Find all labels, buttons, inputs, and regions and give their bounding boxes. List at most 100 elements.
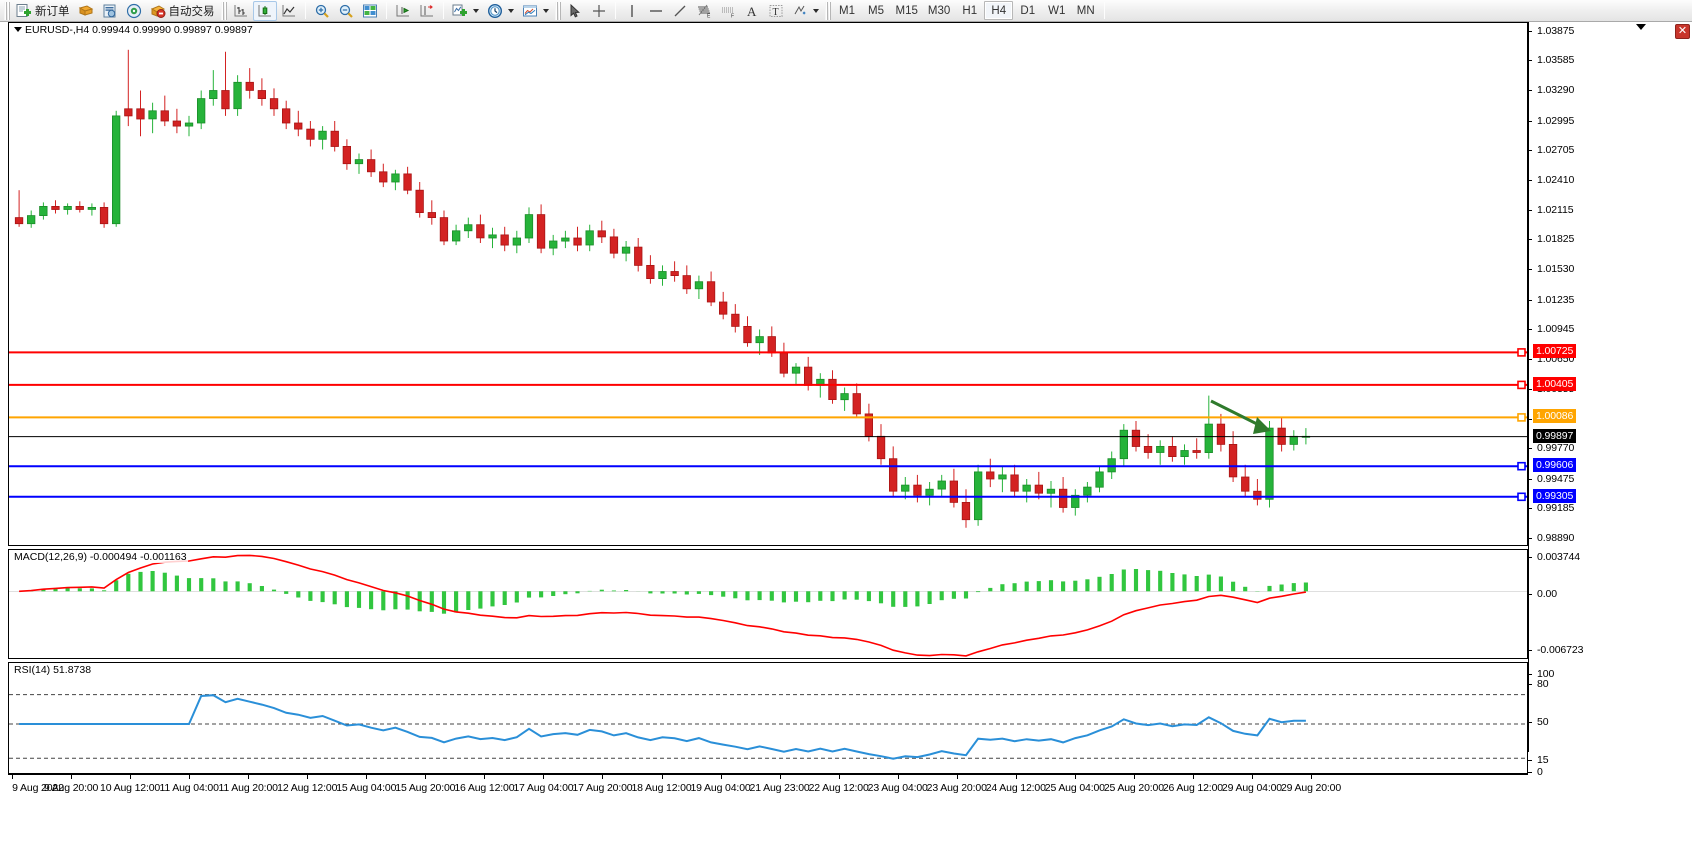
price-tick-label: 1.01235 (1537, 293, 1575, 306)
text-icon: T (769, 4, 782, 18)
drawing-tools-grip[interactable] (554, 1, 561, 20)
price-pane[interactable]: EURUSD-,H4 0.99944 0.99990 0.99897 0.998… (8, 22, 1528, 546)
zoom-in-button[interactable] (310, 1, 334, 21)
rsi-tick-label-100: 100 (1537, 668, 1555, 680)
timeframe-group: M1 M5 M15 M30 H1 H4 D1 W1 MN (833, 1, 1101, 20)
equidistant-channel-button[interactable]: F (716, 1, 740, 21)
price-tick-mark (1528, 179, 1532, 181)
price-level-tag-current-price[interactable]: 0.99897 (1533, 428, 1577, 443)
tf-m15[interactable]: M15 (895, 4, 918, 17)
price-level-tag-support-1[interactable]: 0.99606 (1533, 458, 1577, 473)
price-tick-label: 1.03875 (1537, 25, 1575, 37)
cursor-button[interactable] (563, 1, 587, 21)
tf-d1[interactable]: D1 (1020, 4, 1036, 17)
rsi-tick-label-100-mark (1528, 674, 1532, 675)
fibonacci-icon: E (697, 4, 711, 19)
equidistant-channel-icon: F (721, 7, 734, 19)
chart-shift-icon (420, 4, 433, 16)
time-tick-mark (661, 775, 663, 779)
text-button[interactable]: T (764, 1, 788, 21)
new-order-button[interactable]: 新订单 (12, 1, 74, 21)
rsi-tick-label-15-mark (1528, 760, 1532, 761)
auto-scroll-button[interactable] (391, 1, 415, 21)
horizontal-line-button[interactable] (644, 1, 668, 21)
drawings-chevron-down-icon[interactable] (812, 8, 819, 13)
line-chart-button[interactable] (277, 1, 301, 21)
close-chart-button[interactable]: ✕ (1675, 24, 1690, 39)
time-tick-label: 17 Aug 20:00 (572, 782, 633, 794)
indicators-button[interactable] (448, 1, 483, 21)
price-level-tag-support-2[interactable]: 0.99305 (1533, 488, 1577, 503)
drawings-button[interactable] (788, 1, 823, 21)
time-tick-mark (1251, 775, 1253, 779)
macd-pane[interactable]: MACD(12,26,9) -0.000494 -0.001163 (8, 549, 1528, 659)
zoom-out-button[interactable] (334, 1, 358, 21)
templates-button[interactable] (518, 1, 553, 21)
time-tick-mark (366, 775, 368, 779)
chart-symbol-label: EURUSD-,H4 0.99944 0.99990 0.99897 0.998… (13, 24, 254, 36)
price-tick-mark (1528, 478, 1532, 480)
toolbar-grip[interactable] (4, 1, 10, 20)
fibonacci-button[interactable]: E (692, 1, 716, 21)
tf-w1[interactable]: W1 (1048, 4, 1066, 17)
time-tick-label: 11 Aug 20:00 (218, 782, 278, 794)
indicators-chevron-down-icon[interactable] (472, 8, 479, 13)
crosshair-button[interactable] (587, 1, 611, 21)
time-tick-label: 11 Aug 04:00 (159, 782, 219, 794)
time-tick-mark (12, 775, 13, 779)
time-tick-label: 25 Aug 20:00 (1103, 782, 1164, 794)
auto-scroll-icon (396, 4, 409, 16)
svg-text:A: A (747, 4, 757, 19)
time-axis[interactable]: 9 Aug 2022 9 Aug 20:00 10 Aug 12:00 11 Aug … (8, 774, 1528, 804)
bar-chart-button[interactable] (229, 1, 253, 21)
grid-button[interactable] (358, 1, 382, 21)
timeframe-grip[interactable] (824, 1, 831, 20)
time-tick-label: 29 Aug 20:00 (1280, 782, 1342, 794)
time-tick-mark (779, 775, 781, 779)
price-tick-label: 1.03290 (1537, 84, 1575, 97)
chart-shift-button[interactable] (415, 1, 439, 21)
time-tick-mark (543, 775, 545, 779)
history-button[interactable] (74, 1, 98, 21)
tf-h1[interactable]: H1 (962, 4, 978, 17)
trendline-button[interactable] (668, 1, 692, 21)
chart-collapse-icon[interactable] (1636, 24, 1646, 30)
line-chart-icon (282, 4, 295, 16)
time-tick-mark (484, 775, 486, 779)
periods-button[interactable] (483, 1, 518, 21)
text-label-button[interactable]: A (740, 1, 764, 21)
price-level-tag-resistance-2[interactable]: 1.00725 (1533, 344, 1577, 359)
toolbar-separator-3 (442, 2, 444, 19)
rsi-pane[interactable]: RSI(14) 51.8738 (8, 662, 1528, 774)
periods-icon (487, 3, 502, 18)
time-tick-mark (1133, 775, 1135, 779)
chart-canvas-area[interactable]: ✕ EURUSD-,H4 0.99944 0.99990 0.99897 0.9… (0, 22, 1692, 841)
rsi-tick-label-80: 80 (1537, 678, 1549, 690)
price-axis-rule (1528, 22, 1529, 752)
toolbar-separator (304, 2, 306, 19)
zoom-in-icon (315, 4, 329, 18)
chart-menu-arrow-icon[interactable] (14, 27, 22, 32)
chart-tools-grip[interactable] (220, 1, 227, 20)
tf-m1[interactable]: M1 (839, 4, 855, 17)
macd-tick-label-zero-mark (1528, 594, 1532, 595)
tf-m5[interactable]: M5 (868, 4, 884, 17)
time-tick-mark (1311, 775, 1312, 779)
price-tick-mark (1528, 538, 1532, 539)
tf-mn[interactable]: MN (1076, 4, 1095, 17)
price-tick-mark (1528, 90, 1532, 92)
tf-h4[interactable]: H4 (984, 1, 1014, 20)
price-axis[interactable]: 1.03875 1.03585 1.03290 1.02995 1.02705 1.024… (1528, 22, 1692, 782)
navigator-button[interactable] (98, 1, 122, 21)
templates-chevron-down-icon[interactable] (542, 8, 549, 13)
periods-chevron-down-icon[interactable] (507, 8, 514, 13)
tf-m30[interactable]: M30 (927, 4, 951, 17)
candlestick-chart-button[interactable] (252, 0, 277, 21)
price-level-tag-pivot[interactable]: 1.00086 (1533, 409, 1577, 424)
indicators-icon (452, 4, 467, 16)
vertical-line-button[interactable] (620, 1, 644, 21)
market-watch-button[interactable] (122, 1, 146, 21)
price-level-tag-resistance-1[interactable]: 1.00405 (1533, 376, 1577, 391)
auto-trading-button[interactable]: 自动交易 (146, 1, 219, 21)
time-tick-label: 24 Aug 12:00 (985, 782, 1046, 794)
